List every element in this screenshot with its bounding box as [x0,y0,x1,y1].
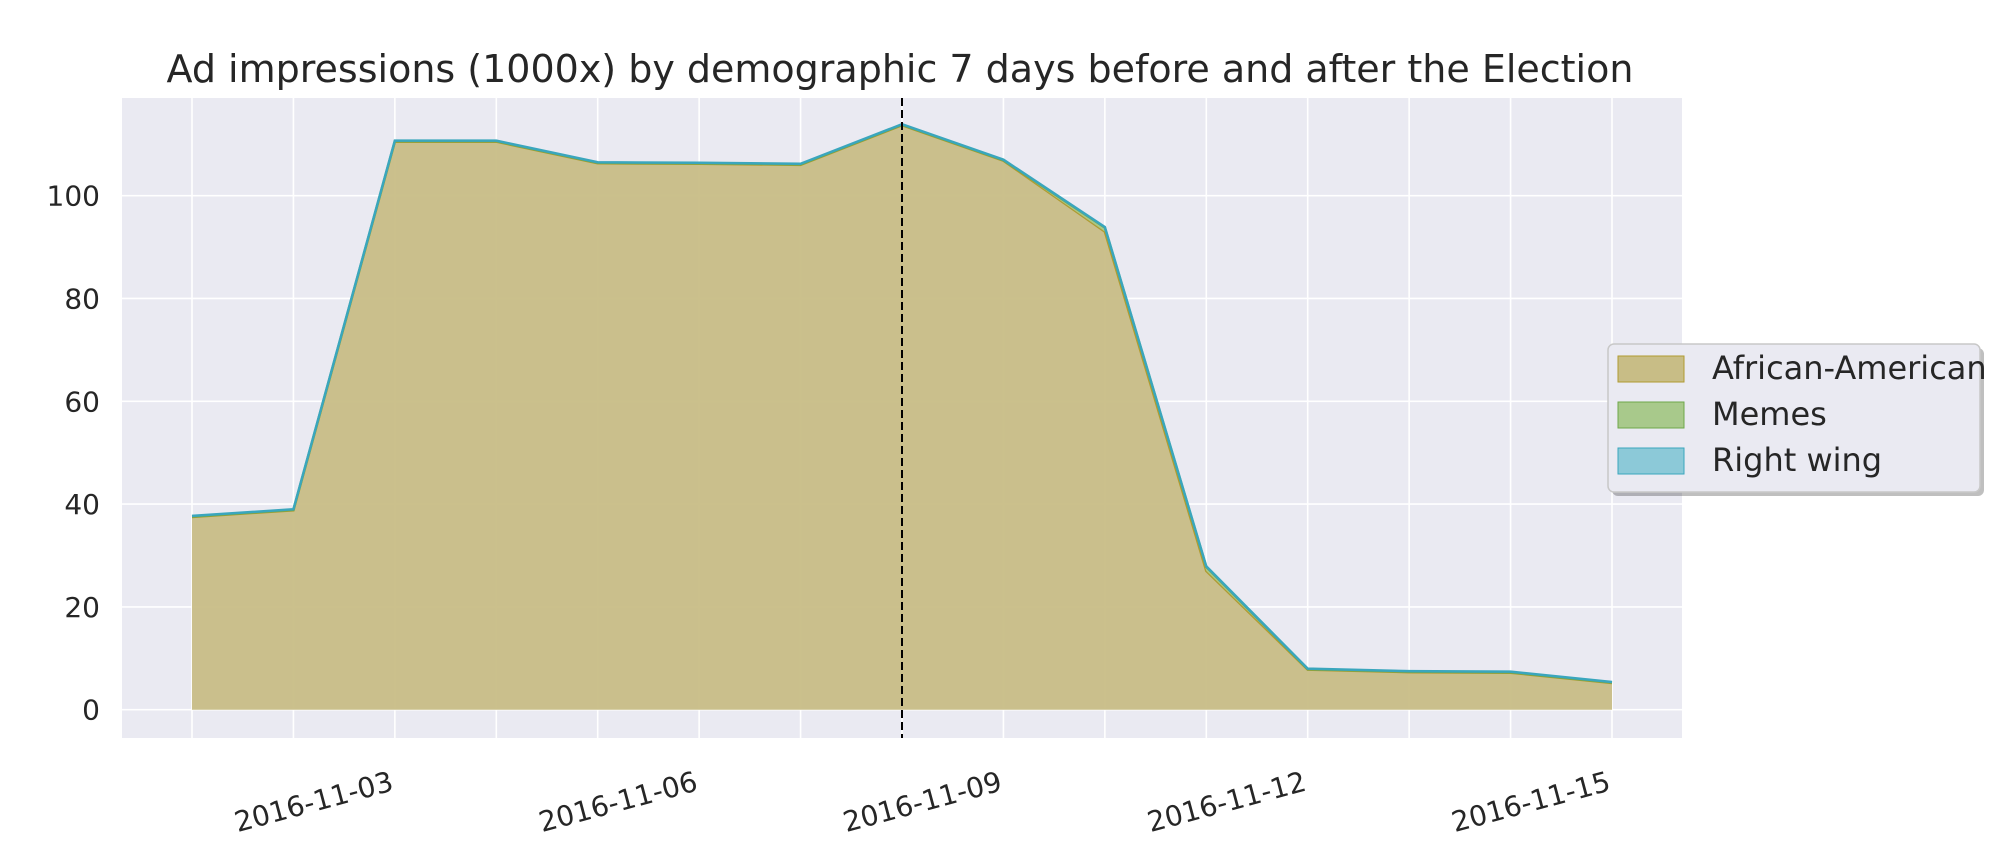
x-tick-label: 2016-11-09 [840,765,1006,839]
x-tick-label: 2016-11-03 [231,765,397,839]
legend-swatch [1617,401,1685,429]
x-tick-label: 2016-11-15 [1448,765,1614,839]
x-axis-ticks: 2016-11-03 2016-11-06 2016-11-09 2016-11-12… [231,765,1614,839]
legend-label: Memes [1712,395,1827,433]
y-axis-ticks: 0 20 40 60 80 100 [47,180,100,727]
legend-swatch [1617,447,1685,475]
legend-box [1607,343,1981,493]
y-tick-label: 100 [47,180,100,213]
legend-label: Right wing [1712,441,1882,479]
y-tick-label: 0 [82,694,100,727]
legend-label: African-American [1712,349,1987,387]
chart-title: Ad impressions (1000x) by demographic 7 … [167,47,1634,91]
x-tick-label: 2016-11-12 [1144,765,1310,839]
y-tick-label: 20 [64,591,100,624]
y-tick-label: 60 [64,385,100,418]
y-tick-label: 80 [64,282,100,315]
legend-swatch [1617,355,1685,383]
x-tick-label: 2016-11-06 [535,765,701,839]
y-tick-label: 40 [64,488,100,521]
legend: African-American Memes Right wing [1607,343,1987,496]
